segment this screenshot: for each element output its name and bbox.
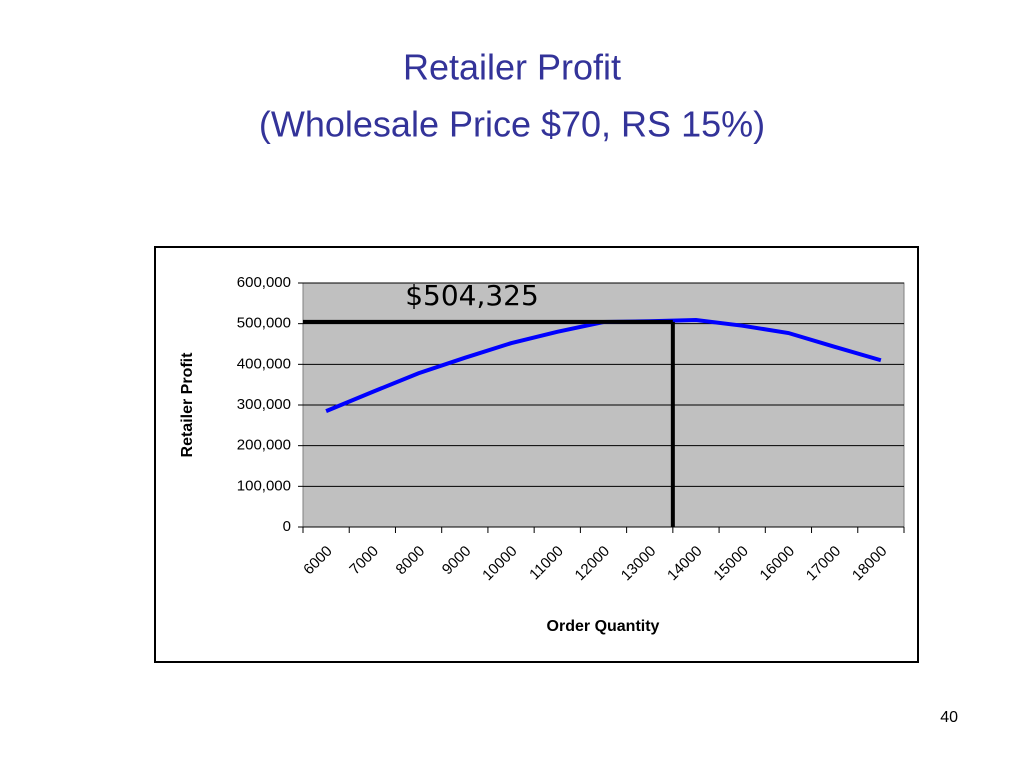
y-tick-label: 300,000 (237, 396, 291, 413)
chart-subtitle: (Wholesale Price $70, RS 15%) (259, 104, 765, 145)
x-axis-title: Order Quantity (547, 618, 660, 635)
y-tick-label: 500,000 (237, 315, 291, 332)
page-number: 40 (940, 709, 958, 726)
chart-title: Retailer Profit (403, 47, 621, 88)
y-tick-label: 600,000 (237, 274, 291, 291)
y-tick-label: 0 (283, 518, 291, 535)
y-axis-title: Retailer Profit (179, 352, 196, 458)
y-tick-label: 400,000 (237, 355, 291, 372)
reference-label: $504,325 (405, 279, 539, 312)
y-tick-label: 200,000 (237, 437, 291, 454)
y-tick-label: 100,000 (237, 477, 291, 494)
